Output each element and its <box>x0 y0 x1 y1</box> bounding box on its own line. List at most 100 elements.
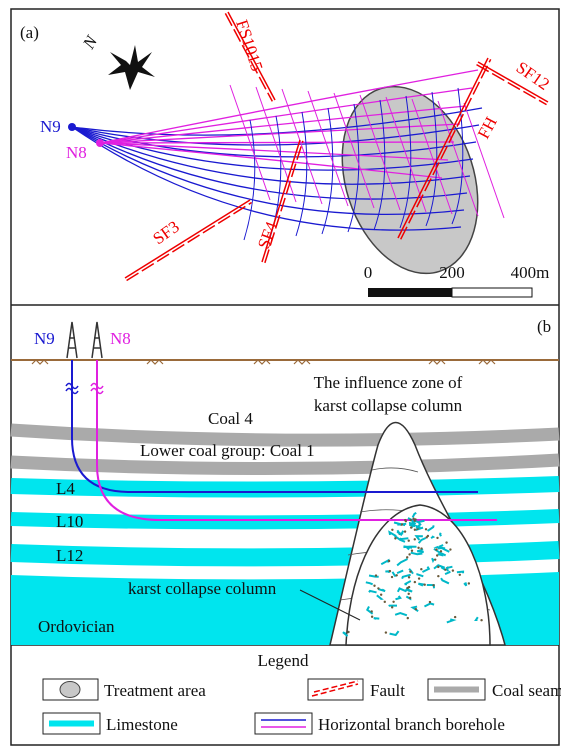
legend-box <box>307 678 364 701</box>
clast <box>384 631 388 634</box>
fracture <box>394 535 406 543</box>
fracture <box>431 557 435 564</box>
borehole-magenta <box>99 123 461 144</box>
fracture <box>417 548 424 554</box>
clast <box>379 593 383 596</box>
clast <box>390 606 394 609</box>
clast <box>432 584 435 587</box>
well-label: N9 <box>34 329 55 348</box>
clast <box>424 528 428 531</box>
cross-magenta <box>411 98 453 215</box>
coal-1 <box>10 453 560 476</box>
borehole-n8 <box>96 360 497 521</box>
legend-box <box>42 678 99 701</box>
cross-magenta <box>359 94 401 211</box>
frame <box>10 8 560 746</box>
layer-label: Lower coal group: Coal 1 <box>140 441 315 460</box>
fault <box>476 63 547 106</box>
fracture <box>418 582 425 587</box>
scale-black <box>368 288 452 297</box>
north-label: N <box>79 31 102 53</box>
well-label: N8 <box>110 329 131 348</box>
well-label: N9 <box>40 117 61 136</box>
legend-item: Treatment area <box>104 681 206 700</box>
clast <box>407 539 410 542</box>
borehole-magenta <box>99 105 467 144</box>
scale-bar <box>368 287 533 298</box>
fracture <box>415 522 422 529</box>
cross-blue <box>451 87 464 225</box>
clast <box>394 537 397 540</box>
fracture <box>474 616 479 622</box>
clast <box>445 541 448 544</box>
clast <box>423 583 426 586</box>
borehole-blue <box>71 126 468 200</box>
fault <box>224 13 274 102</box>
legend-item: Limestone <box>106 715 178 734</box>
clast <box>414 608 418 611</box>
legend-title: Legend <box>258 651 309 670</box>
fault <box>227 11 276 101</box>
clast <box>417 546 420 550</box>
clast <box>406 616 409 620</box>
fracture <box>396 569 404 575</box>
ground-mark <box>253 359 271 365</box>
cross-magenta <box>307 90 349 207</box>
borehole-blue <box>71 124 480 146</box>
cross-magenta <box>437 100 479 217</box>
fracture <box>438 544 444 548</box>
clast <box>388 569 392 573</box>
clast <box>413 580 417 584</box>
clast <box>480 619 483 622</box>
fracture <box>433 564 446 570</box>
limestone-l12 <box>10 541 560 567</box>
zone-label: karst collapse column <box>314 396 463 415</box>
clast <box>436 536 439 540</box>
fault <box>477 61 549 103</box>
clast <box>395 574 398 577</box>
clast <box>400 523 404 526</box>
fault <box>264 140 304 264</box>
clast <box>414 518 417 521</box>
fracture <box>373 617 380 620</box>
fracture <box>456 570 465 574</box>
fracture <box>414 519 425 524</box>
fracture <box>404 580 412 586</box>
cross-magenta <box>463 102 505 219</box>
clast <box>420 547 423 550</box>
clast <box>374 574 378 577</box>
fracture <box>397 522 407 526</box>
fracture <box>389 630 400 637</box>
panel-label: (a) <box>20 23 39 42</box>
clast <box>435 554 439 557</box>
fracture <box>416 573 424 578</box>
clast <box>417 577 421 580</box>
ground-mark <box>478 359 496 365</box>
clast <box>453 615 457 619</box>
clast <box>406 586 409 590</box>
clast <box>413 538 416 541</box>
fracture <box>437 553 444 557</box>
clast <box>428 600 432 604</box>
fracture <box>446 618 457 624</box>
cross-blue <box>399 95 412 229</box>
fault <box>400 59 492 240</box>
fracture <box>342 631 349 637</box>
clast <box>377 587 380 590</box>
fracture <box>403 545 417 549</box>
fracture <box>365 606 374 615</box>
well-n9 <box>68 123 76 131</box>
clast <box>439 550 443 553</box>
well-n8 <box>96 139 104 147</box>
fault <box>126 201 252 282</box>
fracture <box>377 588 386 593</box>
ground-mark <box>31 359 49 365</box>
clast <box>406 556 409 559</box>
panel-a <box>71 11 549 282</box>
cross-blue <box>373 99 386 231</box>
layer-label: Ordovician <box>38 617 115 636</box>
fracture <box>439 532 442 537</box>
clast <box>370 610 373 613</box>
fracture <box>395 595 402 601</box>
well-label: N8 <box>66 143 87 162</box>
